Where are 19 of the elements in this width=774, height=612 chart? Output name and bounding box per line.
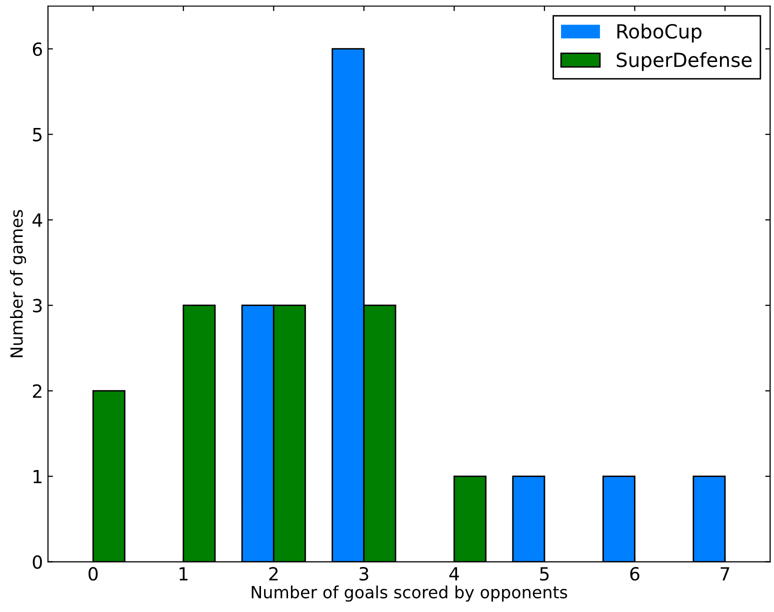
x-tick-label: 6: [630, 566, 640, 581]
x-axis-title: Number of goals scored by opponents: [252, 586, 568, 602]
y-tick-label: 2: [32, 384, 42, 398]
y-axis-title: Number of games: [10, 210, 26, 358]
x-tick-label: 3: [360, 566, 368, 581]
legend-label: RoboCup: [617, 24, 702, 42]
y-tick-label: 1: [34, 470, 42, 484]
x-tick-label: 4: [449, 567, 459, 580]
x-tick-label: 0: [88, 566, 98, 581]
y-tick-label: 4: [32, 214, 42, 227]
y-tick-label: 6: [32, 42, 42, 56]
y-tick-label: 3: [33, 298, 42, 312]
x-tick-label: 7: [720, 567, 730, 580]
y-tick-label: 0: [32, 555, 42, 569]
x-tick-label: 2: [269, 566, 278, 580]
x-tick-label: 1: [180, 567, 188, 580]
legend-label: SuperDefense: [616, 52, 752, 71]
x-tick-label: 5: [540, 567, 549, 581]
y-tick-label: 5: [33, 128, 42, 142]
